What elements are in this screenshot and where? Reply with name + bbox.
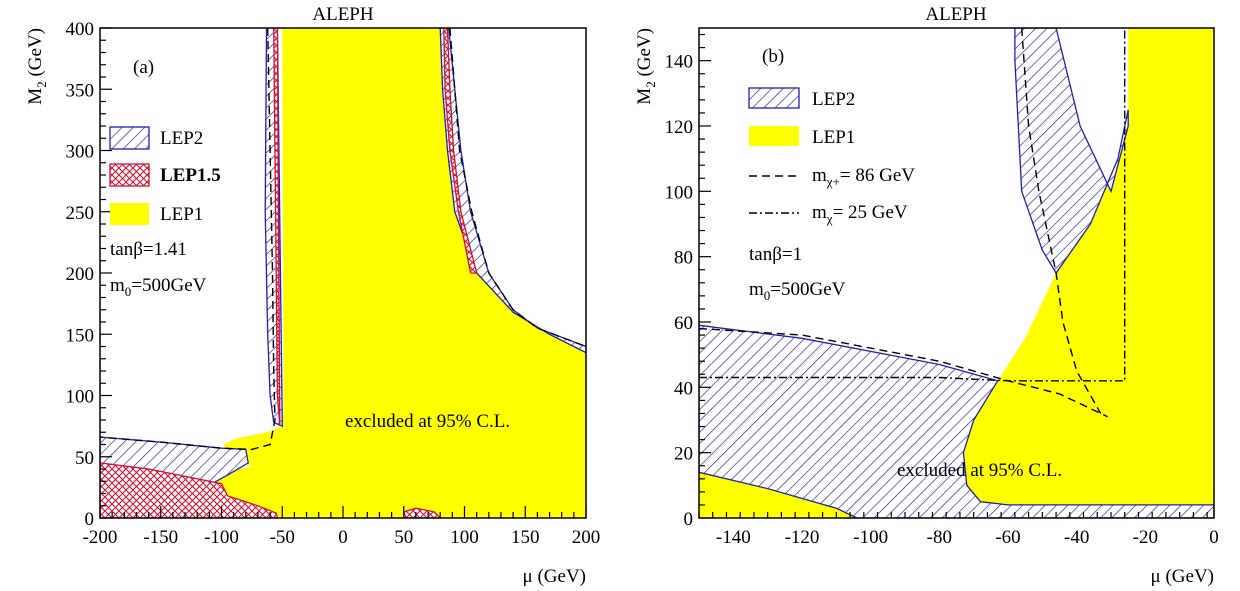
panel-a-xlabel: μ (GeV) <box>523 566 586 587</box>
panel-a-ylabel-main: M <box>25 88 46 105</box>
lep1-region <box>956 28 1214 518</box>
x-tick-label: -20 <box>1133 527 1158 548</box>
legend-b-lep2-swatch <box>748 87 800 109</box>
y-tick-label: 150 <box>66 325 95 346</box>
panel-a-param-tanbeta: tanβ=1.41 <box>110 239 187 260</box>
y-tick-label: 300 <box>66 142 95 163</box>
x-tick-label: 150 <box>511 527 540 548</box>
legend-b-lep2-label: LEP2 <box>812 89 855 110</box>
panel-a-legend: LEP2 LEP1.5 LEP1 tanβ=1.41 m0=500GeV <box>109 126 221 299</box>
y-tick-label: 80 <box>674 248 693 269</box>
legend-a-lep2-swatch <box>109 126 150 150</box>
x-tick-label: 200 <box>572 527 601 548</box>
legend-b-neutralino-label: mχ= 25 GeV <box>812 202 908 226</box>
y-tick-label: 400 <box>66 19 95 40</box>
legend-a-lep15-label: LEP1.5 <box>160 165 221 186</box>
panel-b-xlabel: μ (GeV) <box>1151 566 1214 587</box>
x-tick-label: 100 <box>450 527 479 548</box>
x-tick-label: 0 <box>338 527 348 548</box>
x-tick-label: -50 <box>270 527 295 548</box>
dashdot-contour-line <box>699 28 1126 382</box>
legend-b-chargino-label: mχ+= 86 GeV <box>812 165 915 189</box>
y-tick-label: 200 <box>66 264 95 285</box>
x-tick-label: -60 <box>995 527 1020 548</box>
panel-b-label: (b) <box>762 46 784 67</box>
y-tick-label: 350 <box>66 80 95 101</box>
x-tick-label: -100 <box>204 527 239 548</box>
panel-b-title: ALEPH <box>925 4 987 25</box>
x-tick-label: -80 <box>927 527 952 548</box>
panel-a-annotation: excluded at 95% C.L. <box>345 411 510 432</box>
panel-b-param-m0: m0=500GeV <box>749 279 846 303</box>
panel-a-ylabel-unit: (GeV) <box>25 28 46 81</box>
panel-b-ylabel-main: M <box>634 88 655 105</box>
panel-a-ylabel-sub: 2 <box>34 81 49 88</box>
dashed-contour-line <box>449 28 586 348</box>
panel-b-chart: -140 -120 -100 -80 -60 -40 -20 0 0 20 40 60 80 100 120… <box>634 4 1219 587</box>
panel-a-lines <box>100 28 586 451</box>
svg-text:M2 (GeV): M2 (GeV) <box>25 28 49 105</box>
panel-b-lines <box>699 28 1126 418</box>
panel-a-ticks: -200 -150 -100 -50 0 50 100 150 200 0 50 100 150 200 2… <box>66 19 601 548</box>
lep15-region <box>443 28 478 274</box>
panel-a-regions <box>100 28 586 518</box>
dashed-contour-line <box>1021 28 1102 414</box>
x-tick-label: -150 <box>143 527 178 548</box>
y-tick-label: 250 <box>66 203 95 224</box>
lep15-region <box>273 28 281 427</box>
panel-a-param-m0: m0=500GeV <box>110 275 207 299</box>
y-tick-label: 140 <box>665 52 694 73</box>
dashed-contour-line <box>100 28 276 451</box>
lep15-region <box>402 507 442 518</box>
panel-b-ticks: -140 -120 -100 -80 -60 -40 -20 0 0 20 40 60 80 100 120… <box>665 33 1219 548</box>
panel-b-annotation: excluded at 95% C.L. <box>897 460 1062 481</box>
y-tick-label: 40 <box>674 378 693 399</box>
legend-b-lep1-label: LEP1 <box>812 127 855 148</box>
legend-b-lep1-swatch <box>749 126 799 146</box>
panel-a-title: ALEPH <box>312 4 374 25</box>
panel-a-chart: -200 -150 -100 -50 0 50 100 150 200 0 50 100 150 200 2… <box>25 4 600 587</box>
panel-b-regions <box>699 28 1214 518</box>
legend-a-lep1-label: LEP1 <box>160 204 203 225</box>
y-tick-label: 60 <box>674 313 693 334</box>
dashed-contour-line <box>699 327 1108 418</box>
x-tick-label: -140 <box>716 527 751 548</box>
lep2-region <box>699 324 1214 518</box>
y-tick-label: 50 <box>75 448 94 469</box>
lep15-region <box>100 462 279 518</box>
x-tick-label: -200 <box>83 527 118 548</box>
x-tick-label: -40 <box>1064 527 1089 548</box>
y-tick-label: 100 <box>665 182 694 203</box>
x-tick-label: 0 <box>1209 527 1219 548</box>
legend-a-lep1-swatch <box>110 203 149 225</box>
lep1-region <box>209 28 586 518</box>
panel-b-param-tanbeta: tanβ=1 <box>749 244 802 265</box>
panel-b-ylabel-unit: (GeV) <box>634 28 655 81</box>
legend-a-lep15-swatch <box>109 163 150 187</box>
panel-a-ylabel: M2 (GeV) <box>25 28 49 105</box>
y-tick-label: 120 <box>665 117 694 138</box>
y-tick-label: 100 <box>66 387 95 408</box>
panel-b-frame <box>698 27 1215 519</box>
x-tick-label: -100 <box>853 527 888 548</box>
panel-b-legend: LEP2 LEP1 mχ+= 86 GeV mχ= 25 GeV tanβ=1 … <box>748 87 915 303</box>
panel-a-label: (a) <box>133 57 154 78</box>
panel-b-ylabel-sub: 2 <box>643 81 658 88</box>
y-tick-label: 0 <box>684 509 694 530</box>
panel-b-ylabel: M2 (GeV) <box>634 28 658 105</box>
y-tick-label: 20 <box>674 444 693 465</box>
x-tick-label: 50 <box>394 527 413 548</box>
lep1-region <box>699 472 857 518</box>
x-tick-label: -120 <box>785 527 820 548</box>
svg-text:M2 (GeV): M2 (GeV) <box>634 28 658 105</box>
y-tick-label: 0 <box>85 509 95 530</box>
legend-a-lep2-label: LEP2 <box>160 128 203 149</box>
